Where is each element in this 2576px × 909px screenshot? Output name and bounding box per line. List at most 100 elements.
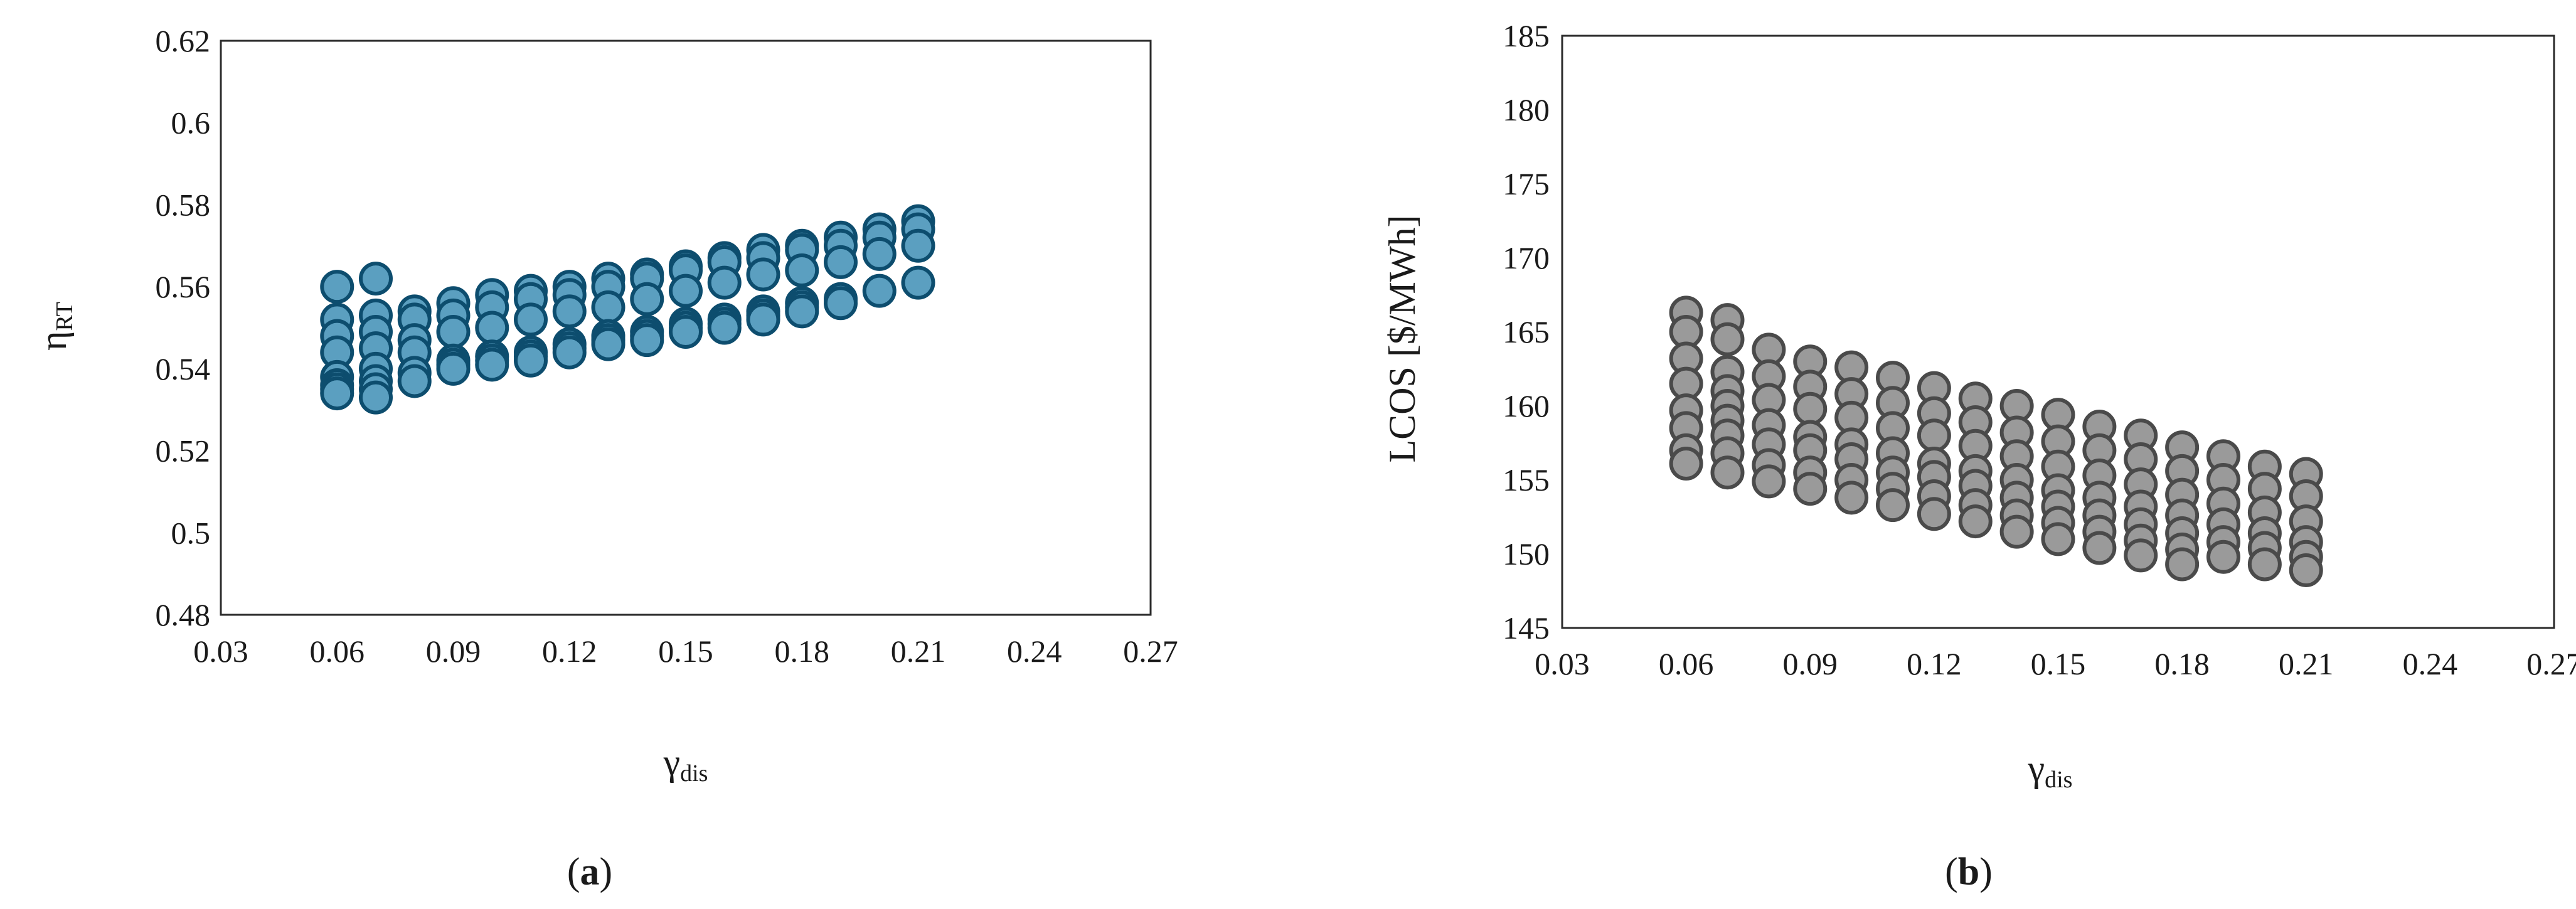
scatter-point [2289, 553, 2323, 587]
x-tick-label: 0.03 [1535, 646, 1590, 681]
scatter-point [1793, 391, 1828, 426]
scatter-point [630, 323, 664, 358]
scatter-point [707, 311, 742, 345]
x-tick-label: 0.27 [1123, 634, 1178, 669]
x-axis-title: γdis [663, 742, 708, 787]
scatter-point [475, 311, 509, 345]
x-tick-labels: 0.03 0.06 0.09 0.12 0.15 0.18 0.21 0.24 0.27 [193, 634, 1178, 669]
x-tick-label: 0.09 [1783, 646, 1838, 681]
scatter-point [669, 274, 703, 308]
scatter-point [862, 237, 897, 271]
y-tick-label: 180 [1503, 92, 1550, 127]
data-points [1669, 295, 2323, 587]
scatter-point [552, 335, 587, 369]
y-tick-label: 185 [1503, 18, 1550, 53]
scatter-point [785, 294, 819, 329]
x-tick-label: 0.24 [2403, 646, 2458, 681]
x-tick-label: 0.21 [891, 634, 946, 669]
scatter-point [359, 380, 393, 415]
scatter-point [1669, 447, 1703, 481]
scatter-point [707, 265, 742, 300]
scatter-point [359, 262, 393, 296]
y-axis-title: LCOS [$/MWh] [1381, 215, 1423, 463]
scatter-point [2082, 531, 2117, 565]
scatter-point [1999, 514, 2034, 549]
y-tick-label: 0.5 [171, 515, 211, 550]
scatter-point [1752, 464, 1786, 499]
panel-label-b: (b) [1945, 851, 1993, 893]
y-tick-label: 155 [1503, 462, 1550, 497]
scatter-point [475, 348, 509, 382]
scatter-point [2247, 547, 2282, 582]
scatter-point [397, 364, 432, 398]
y-tick-label: 150 [1503, 536, 1550, 571]
y-tick-label: 145 [1503, 610, 1550, 646]
scatter-point [320, 270, 354, 304]
scatter-point [591, 327, 625, 361]
x-tick-label: 0.15 [658, 634, 713, 669]
y-tick-label: 160 [1503, 388, 1550, 423]
x-tick-label: 0.03 [193, 634, 248, 669]
x-tick-labels: 0.03 0.06 0.09 0.12 0.15 0.18 0.21 0.24 0.27 [1535, 646, 2576, 681]
scatter-point [862, 274, 897, 308]
scatter-point [2206, 540, 2240, 574]
scatter-point [1710, 322, 1745, 356]
x-tick-label: 0.12 [542, 634, 597, 669]
scatter-point [591, 290, 625, 324]
y-tick-label: 170 [1503, 240, 1550, 275]
x-tick-label: 0.06 [1659, 646, 1714, 681]
scatter-point [746, 302, 780, 337]
y-tick-label: 0.56 [156, 269, 211, 304]
scatter-point [2165, 547, 2200, 582]
x-axis-title: γdis [2028, 748, 2073, 793]
panel-label-a: (a) [567, 851, 612, 893]
scatter-point [1834, 481, 1869, 515]
scatter-point [2041, 522, 2075, 556]
scatter-point [1917, 418, 1951, 453]
y-axis-title: ηRT [33, 302, 78, 351]
y-tick-label: 0.52 [156, 433, 211, 469]
data-points [320, 204, 935, 415]
x-tick-label: 0.09 [426, 634, 481, 669]
y-tick-label: 0.54 [156, 351, 211, 386]
scatter-point [630, 282, 664, 316]
scatter-point [1958, 504, 1993, 539]
scatter-point [1793, 472, 1828, 506]
y-tick-label: 165 [1503, 314, 1550, 349]
scatter-point [552, 294, 587, 329]
scatter-point [436, 315, 471, 349]
scatter-point [436, 351, 471, 386]
x-tick-label: 0.18 [775, 634, 830, 669]
scatter-point [824, 286, 858, 321]
y-tick-labels: 145 150 155 160 165 170 175 180 185 [1503, 18, 1550, 646]
y-tick-label: 175 [1503, 166, 1550, 201]
x-tick-label: 0.12 [1907, 646, 1962, 681]
scatter-point [1710, 455, 1745, 490]
x-tick-label: 0.15 [2031, 646, 2086, 681]
scatter-point [901, 228, 935, 263]
x-tick-label: 0.27 [2526, 646, 2576, 681]
scatter-point [514, 343, 548, 378]
scatter-point [669, 315, 703, 349]
x-tick-label: 0.21 [2279, 646, 2334, 681]
x-tick-label: 0.24 [1007, 634, 1062, 669]
scatter-point [514, 302, 548, 337]
y-tick-labels: 0.48 0.5 0.52 0.54 0.56 0.58 0.6 0.62 [156, 23, 211, 632]
scatter-point [901, 265, 935, 300]
y-tick-label: 0.6 [171, 105, 211, 141]
x-tick-label: 0.18 [2154, 646, 2210, 681]
scatter-point [785, 253, 819, 287]
chart-panel-a: 0.480.50.520.540.560.580.60.62 0.03 0.06 0… [33, 23, 1178, 893]
y-tick-label: 0.48 [156, 597, 211, 632]
scatter-point [1876, 488, 1910, 523]
scatter-point [824, 245, 858, 279]
scatter-point [746, 257, 780, 292]
y-tick-label: 0.58 [156, 187, 211, 222]
chart-panel-b: 145 150 155 160 165 170 175 180 185 0.03 0.06 0.09… [1381, 18, 2576, 893]
x-tick-label: 0.06 [310, 634, 365, 669]
scatter-point [1917, 497, 1951, 531]
y-tick-label: 0.62 [156, 23, 211, 58]
scatter-point [2124, 538, 2158, 573]
scatter-point [320, 376, 354, 411]
